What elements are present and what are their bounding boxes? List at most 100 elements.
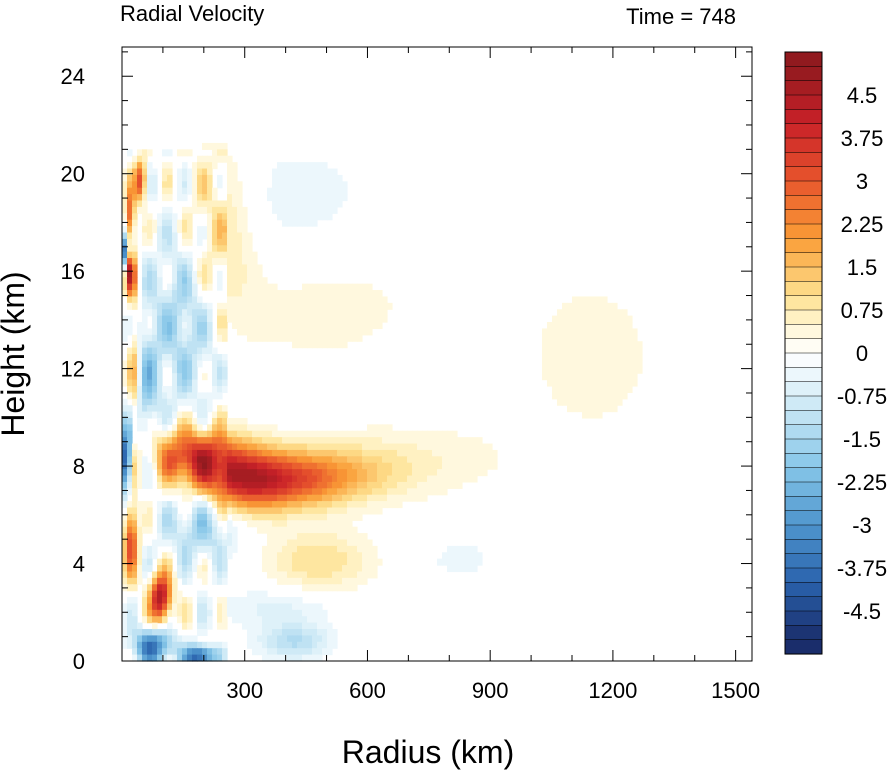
field-cell: [612, 341, 618, 349]
field-cell: [457, 462, 463, 470]
field-cell: [292, 603, 298, 611]
field-cell: [257, 290, 263, 298]
field-cell: [312, 629, 318, 637]
field-cell: [132, 264, 138, 272]
field-cell: [132, 168, 138, 176]
field-cell: [227, 545, 233, 553]
field-cell: [467, 456, 473, 464]
field-cell: [622, 315, 628, 323]
field-cell: [312, 513, 318, 521]
field-cell: [327, 456, 333, 464]
field-cell: [122, 174, 128, 182]
field-cell: [207, 258, 213, 266]
field-cell: [137, 424, 143, 432]
field-cell: [222, 488, 228, 496]
field-cell: [237, 206, 243, 214]
field-cell: [567, 373, 573, 381]
field-cell: [267, 533, 273, 541]
colorbar-box: [784, 639, 823, 655]
field-cell: [392, 481, 398, 489]
field-cell: [597, 328, 603, 336]
field-cell: [592, 322, 598, 330]
field-cell: [147, 149, 153, 157]
colorbar-box: [784, 223, 823, 239]
field-cell: [192, 513, 198, 521]
field-cell: [232, 194, 238, 202]
field-cell: [567, 366, 573, 374]
field-cell: [357, 449, 363, 457]
field-cell: [287, 162, 293, 170]
field-cell: [127, 552, 133, 560]
field-cell: [167, 245, 173, 253]
field-cell: [237, 430, 243, 438]
field-cell: [272, 469, 278, 477]
field-cell: [202, 533, 208, 541]
field-cell: [412, 443, 418, 451]
field-cell: [632, 341, 638, 349]
field-cell: [407, 443, 413, 451]
field-cell: [607, 385, 613, 393]
field-cell: [247, 469, 253, 477]
field-cell: [172, 328, 178, 336]
field-cell: [562, 385, 568, 393]
field-cell: [317, 622, 323, 630]
field-cell: [127, 270, 133, 278]
field-cell: [312, 558, 318, 566]
field-cell: [457, 558, 463, 566]
field-cell: [237, 238, 243, 246]
field-cell: [187, 565, 193, 573]
field-cell: [177, 149, 183, 157]
field-cell: [187, 558, 193, 566]
field-cell: [347, 290, 353, 298]
field-cell: [132, 577, 138, 585]
field-cell: [127, 635, 133, 643]
field-cell: [307, 181, 313, 189]
field-cell: [572, 322, 578, 330]
colorbar-box: [784, 510, 823, 526]
field-cell: [472, 558, 478, 566]
field-cell: [162, 258, 168, 266]
field-cell: [327, 168, 333, 176]
field-cell: [377, 296, 383, 304]
field-cell: [162, 526, 168, 534]
field-cell: [182, 213, 188, 221]
field-cell: [307, 213, 313, 221]
field-cell: [147, 347, 153, 355]
field-cell: [557, 392, 563, 400]
field-cell: [322, 571, 328, 579]
field-cell: [257, 424, 263, 432]
field-cell: [222, 354, 228, 361]
field-cell: [152, 296, 158, 304]
field-cell: [317, 462, 323, 470]
field-cell: [297, 462, 303, 470]
field-cell: [277, 296, 283, 304]
field-cell: [322, 488, 328, 496]
field-cell: [347, 469, 353, 477]
field-cell: [327, 174, 333, 182]
field-cell: [122, 443, 128, 451]
field-cell: [162, 449, 168, 457]
field-cell: [242, 213, 248, 221]
field-cell: [462, 558, 468, 566]
field-cell: [552, 366, 558, 374]
field-cell: [152, 315, 158, 323]
field-cell: [322, 309, 328, 317]
field-cell: [277, 635, 283, 643]
field-cell: [407, 437, 413, 445]
field-cell: [127, 277, 133, 285]
field-cell: [202, 654, 208, 662]
field-cell: [157, 648, 163, 656]
field-cell: [327, 533, 333, 541]
colorbar-label: 3: [856, 169, 868, 194]
field-cell: [132, 354, 138, 361]
field-cell: [617, 379, 623, 387]
field-cell: [287, 290, 293, 298]
field-cell: [142, 334, 148, 342]
field-cell: [232, 219, 238, 227]
field-cell: [477, 462, 483, 470]
field-cell: [192, 322, 198, 330]
field-cell: [317, 494, 323, 502]
field-cell: [172, 513, 178, 521]
field-cell: [357, 513, 363, 521]
field-cell: [192, 302, 198, 310]
